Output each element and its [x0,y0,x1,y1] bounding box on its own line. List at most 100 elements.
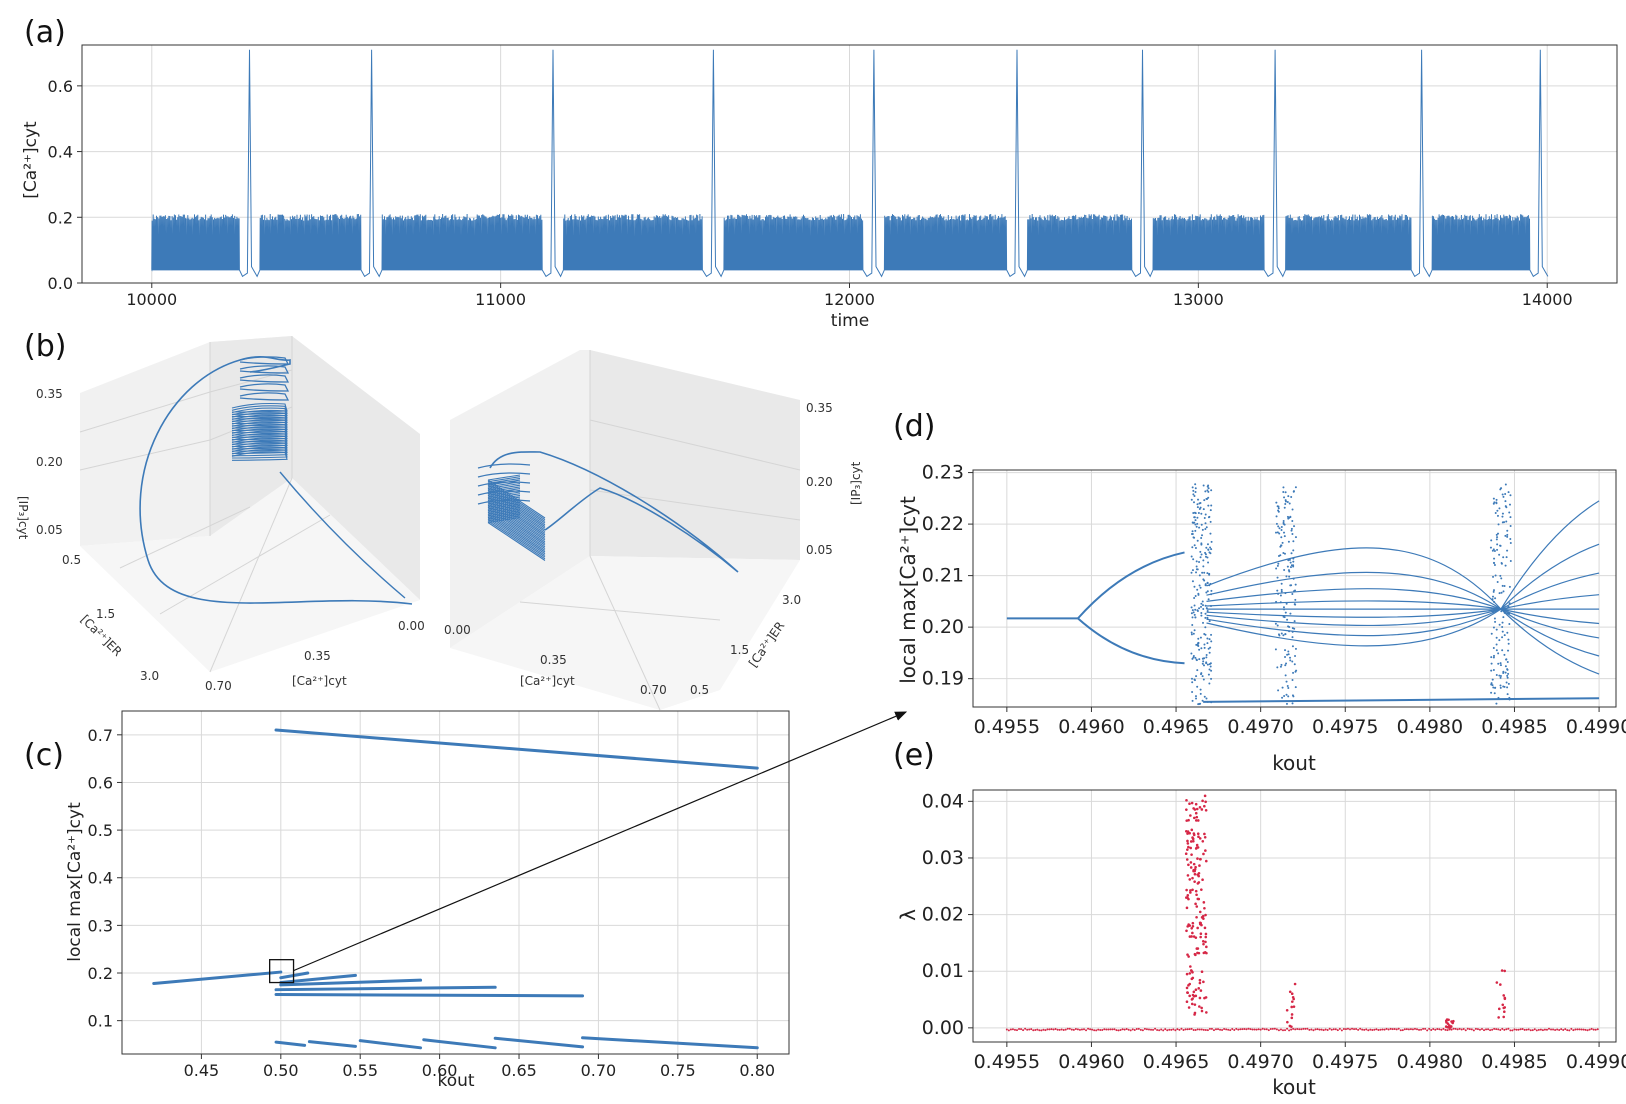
chaotic-point [1200,542,1203,545]
lambda-peak-point [1204,849,1207,852]
lambda-point [1448,1028,1451,1031]
chaotic-point [1283,694,1286,697]
chaotic-point [1503,634,1506,637]
lambda-point [1566,1029,1569,1032]
b-right-spike-loop-0 [477,463,531,469]
chaotic-point [1203,646,1206,649]
lambda-peak-point [1192,990,1196,994]
chaotic-point [1283,568,1286,571]
lambda-peak-point [1198,921,1202,925]
lambda-point [1375,1028,1378,1031]
chaotic-point [1281,696,1284,699]
lambda-point [1554,1029,1557,1032]
lambda-point [1355,1028,1358,1031]
chaotic-point [1195,643,1198,646]
chaotic-point [1292,549,1295,552]
lambda-point [1596,1028,1599,1031]
lambda-point [1131,1028,1134,1031]
chaotic-point [1274,622,1277,625]
xtick-label-0.50: 0.50 [263,1061,299,1080]
lambda-point [1158,1029,1161,1032]
lambda-point [1501,1027,1504,1030]
chaotic-point [1284,649,1287,652]
chaotic-point [1275,567,1278,570]
chaotic-point [1205,654,1208,657]
lambda-peak-point [1201,839,1205,843]
lambda-peak-point [1199,935,1202,939]
panel-d-ylabel: local max[Ca²⁺]cyt [896,496,920,684]
chaotic-point [1289,566,1292,569]
lambda-point [1214,1028,1217,1031]
lambda-point [1316,1028,1319,1031]
lambda-point [1578,1028,1581,1031]
b-right-burst-loop-24 [487,515,546,560]
ytick-label-0.20: 0.20 [922,616,964,638]
chaotic-point [1284,502,1287,505]
lambda-point [1269,1027,1272,1030]
chaotic-point [1490,539,1493,542]
xtick-label-0.45: 0.45 [184,1061,220,1080]
chaotic-point [1507,638,1510,641]
chaotic-point [1499,686,1502,689]
chaotic-point [1500,562,1503,565]
lambda-point [1251,1028,1254,1031]
lambda-peak-point [1203,906,1206,910]
panel-label-d: (d) [893,409,935,444]
lambda-peak-point [1503,969,1507,973]
lambda-point [1239,1028,1242,1031]
bottom-branch [1203,697,1600,703]
chaotic-point [1287,695,1290,698]
lambda-peak-point [1198,1005,1201,1008]
lambda-peak-point [1185,986,1189,990]
chaotic-point [1194,487,1197,490]
ytick-label-0.19: 0.19 [922,668,964,690]
chaotic-point [1506,549,1509,552]
chaotic-point [1284,656,1287,659]
lambda-peak-point [1202,852,1205,856]
chaotic-point [1291,627,1294,630]
chaotic-point [1193,536,1196,539]
lambda-peak-point [1187,984,1190,987]
lambda-point [1483,1029,1486,1032]
lambda-point [1174,1029,1177,1032]
lambda-point [1529,1029,1532,1032]
lambda-peak-point [1205,1011,1208,1014]
branch-10 [422,1038,497,1050]
lambda-peak-point [1193,816,1196,820]
lambda-peak-point [1191,921,1195,925]
chaotic-point [1210,669,1213,672]
chaotic-point [1277,525,1280,528]
chaotic-point [1288,570,1291,573]
branch-7 [274,1040,307,1047]
chaotic-point [1277,633,1280,636]
chaotic-point [1207,496,1210,499]
xtick-label-0.4985: 0.4985 [1481,1051,1547,1073]
lambda-point [1318,1028,1321,1031]
chaotic-point [1204,626,1207,629]
lambda-point [1176,1028,1179,1031]
b-right-ytick-0.5: 0.5 [690,683,709,697]
chaotic-point [1509,538,1512,541]
lambda-peak-point [1290,1025,1293,1028]
ytick-label-0.6: 0.6 [48,77,73,96]
lambda-point [1351,1027,1354,1030]
lambda-point [1058,1028,1061,1031]
chaotic-point [1498,592,1501,595]
xtick-label-10000: 10000 [126,290,177,309]
chaotic-point [1202,608,1205,611]
lambda-peak-point [1192,833,1196,837]
chaotic-point [1289,656,1292,659]
ytick-label-0.4: 0.4 [48,143,73,162]
chaotic-point [1294,686,1297,689]
lambda-peak-point [1189,840,1193,843]
lambda-peak-point [1200,888,1203,891]
lambda-point [1462,1027,1465,1030]
chaotic-point [1209,646,1212,649]
lambda-point [1466,1027,1469,1030]
periodic-window-right-5 [1500,608,1600,625]
branch-11 [493,1036,585,1049]
b-right-burst-loop-22 [487,511,546,556]
lambda-point [1353,1028,1356,1031]
panel-label-a: (a) [24,15,66,50]
chaotic-point [1200,553,1203,556]
